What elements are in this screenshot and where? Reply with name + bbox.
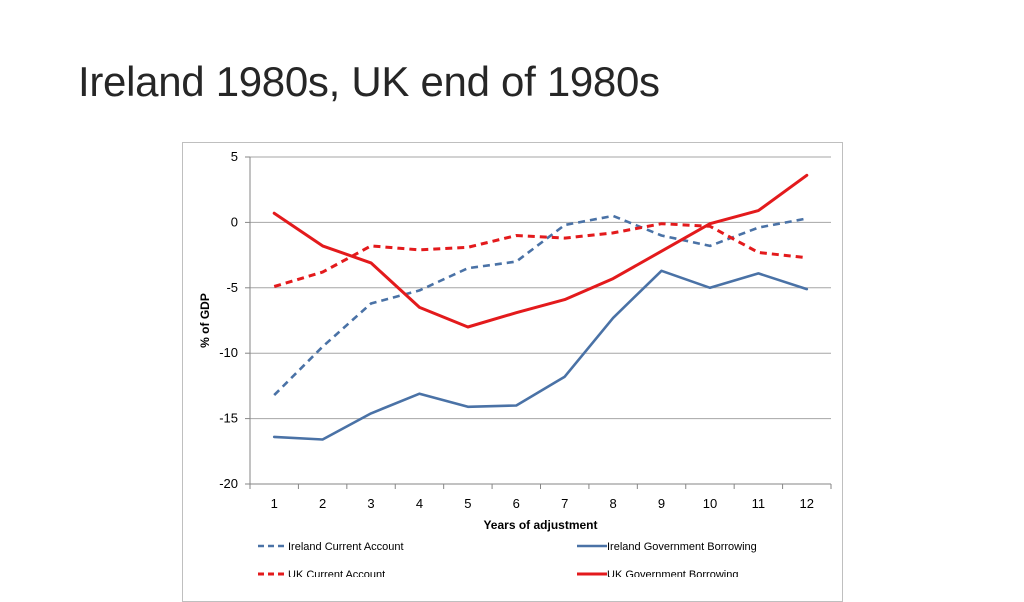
y-tick-label: -5 (226, 280, 238, 295)
y-tick-label: -15 (219, 411, 238, 426)
series-line-4 (272, 173, 809, 329)
y-tick-label: 5 (231, 149, 238, 164)
x-tick-label: 2 (319, 496, 326, 511)
line-chart: 50-5-10-15-20 1 2 3 4 5 6 7 8 9 10 11 12 Years of a… (198, 149, 832, 577)
slide-title: Ireland 1980s, UK end of 1980s (78, 58, 660, 105)
y-tick-label: -20 (219, 476, 238, 491)
x-tick-label: 1 (271, 496, 278, 511)
y-tick-label: 0 (231, 214, 238, 229)
x-tick-label: 9 (658, 496, 665, 511)
series-line-3 (273, 222, 807, 288)
y-axis-title: % of GDP (198, 293, 212, 348)
x-tick-label: 5 (464, 496, 471, 511)
gridlines (245, 156, 832, 489)
series-lines (272, 173, 809, 441)
y-tick-label: -10 (219, 345, 238, 360)
y-tick-labels: 5 0 -5 -10 -15 -20 (219, 149, 238, 491)
x-tick-label: 12 (800, 496, 814, 511)
x-tick-label: 11 (752, 496, 766, 511)
legend-label: Ireland Government Borrowing (607, 541, 757, 553)
series-line-1 (273, 214, 808, 397)
chart-frame: 5 0 -5 -10 -15 -20 1 2 3 4 5 6 7 8 9 10 11 12 Years of a… (182, 142, 843, 602)
x-tick-label: 8 (610, 496, 617, 511)
series-line-2 (272, 269, 809, 441)
x-tick-label: 6 (513, 496, 520, 511)
legend-label: UK Government Borrowing (607, 569, 738, 577)
legend-label: Ireland Current Account (288, 541, 404, 553)
x-tick-label: 10 (703, 496, 717, 511)
x-tick-label: 7 (561, 496, 568, 511)
legend-label: UK Current Account (288, 569, 385, 577)
x-axis-title: Years of adjustment (483, 518, 597, 532)
legend: Ireland Current Account Ireland Governmen… (258, 541, 757, 577)
x-tick-labels: 1 2 3 4 5 6 7 8 9 10 11 12 (271, 496, 814, 511)
x-tick-label: 3 (367, 496, 374, 511)
x-tick-label: 4 (416, 496, 423, 511)
